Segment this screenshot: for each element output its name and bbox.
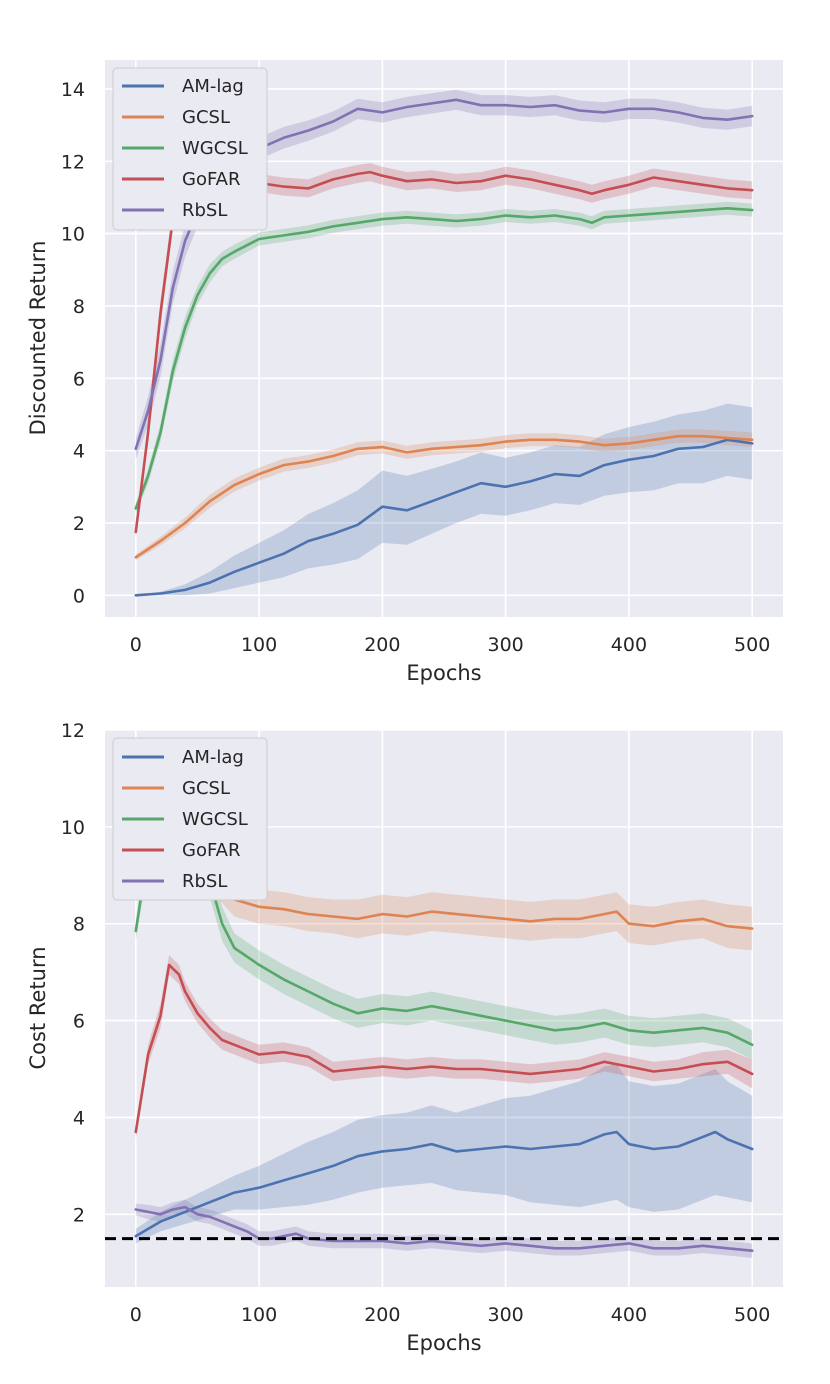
legend-frame xyxy=(112,737,268,901)
y-tick-label: 2 xyxy=(73,1204,85,1226)
y-tick-label: 6 xyxy=(73,368,85,390)
legend-entry: GCSL xyxy=(122,778,230,799)
x-axis-label: Epochs xyxy=(406,1331,481,1355)
x-tick-label: 200 xyxy=(364,1304,400,1326)
y-tick-label: 10 xyxy=(61,224,85,246)
x-tick-label: 100 xyxy=(241,1304,277,1326)
y-tick-label: 12 xyxy=(61,151,85,173)
legend-entry: WGCSL xyxy=(122,138,248,159)
x-tick-labels: 0 100 200 300 400 500 xyxy=(130,1304,771,1326)
y-tick-label: 6 xyxy=(73,1011,85,1033)
confidence-band-gofar xyxy=(135,955,753,1140)
legend-label: GoFAR xyxy=(182,169,240,190)
legend-entry: GoFAR xyxy=(122,840,240,861)
legend-label: WGCSL xyxy=(182,138,248,159)
y-tick-labels: 2 4 6 8 10 12 xyxy=(61,720,85,1226)
x-tick-labels: 0 100 200 300 400 500 xyxy=(130,634,771,656)
legend-entry: GCSL xyxy=(122,107,230,128)
confidence-band-am-lag xyxy=(135,1064,753,1244)
series-line-rbsl xyxy=(134,1205,754,1252)
y-tick-label: 4 xyxy=(73,441,85,463)
legend-entry: GoFAR xyxy=(122,169,240,190)
y-tick-label: 2 xyxy=(73,513,85,535)
x-tick-label: 200 xyxy=(364,634,400,656)
confidence-band-gcsl xyxy=(135,773,753,951)
y-tick-label: 8 xyxy=(73,914,85,936)
legend-entry: AM-lag xyxy=(122,76,244,97)
x-tick-label: 0 xyxy=(130,1304,142,1326)
series-line-am-lag xyxy=(134,1130,754,1238)
x-tick-label: 300 xyxy=(488,634,524,656)
series-line-wgcsl xyxy=(134,207,754,510)
y-axis-label: Discounted Return xyxy=(26,241,50,436)
legend-label: GCSL xyxy=(182,107,230,128)
chart-cost-return: 0 100 200 300 400 500 2 4 6 8 10 12 Epochs Cost Re… xyxy=(26,720,783,1355)
y-axis-label: Cost Return xyxy=(26,946,50,1069)
legend-label: AM-lag xyxy=(182,747,244,768)
chart-discounted-return: 0 100 200 300 400 500 0 2 4 6 8 10 12 14 Epochs Disc… xyxy=(26,60,783,685)
x-tick-label: 0 xyxy=(130,634,142,656)
x-axis-label: Epochs xyxy=(406,661,481,685)
legend-frame xyxy=(112,67,268,231)
legend-label: GCSL xyxy=(182,778,230,799)
y-tick-labels: 0 2 4 6 8 10 12 14 xyxy=(61,79,85,607)
x-tick-label: 500 xyxy=(734,1304,770,1326)
series-bands xyxy=(135,759,753,1258)
x-tick-label: 100 xyxy=(241,634,277,656)
y-tick-label: 14 xyxy=(61,79,85,101)
x-tick-label: 300 xyxy=(488,1304,524,1326)
legend-label: AM-lag xyxy=(182,76,244,97)
series-line-am-lag xyxy=(134,438,754,597)
legend-entry: RbSL xyxy=(122,871,227,892)
legend-entry: RbSL xyxy=(122,200,227,221)
y-tick-label: 10 xyxy=(61,817,85,839)
y-tick-label: 4 xyxy=(73,1107,85,1129)
confidence-band-am-lag xyxy=(135,403,753,596)
y-tick-label: 8 xyxy=(73,296,85,318)
legend-entry: WGCSL xyxy=(122,809,248,830)
legend: AM-lag GCSL WGCSL GoFAR RbSL xyxy=(112,67,268,231)
y-tick-label: 12 xyxy=(61,720,85,742)
x-tick-label: 400 xyxy=(611,1304,647,1326)
legend-label: WGCSL xyxy=(182,809,248,830)
y-tick-label: 0 xyxy=(73,585,85,607)
series-line-gofar xyxy=(134,963,754,1134)
series-bands xyxy=(135,89,753,596)
legend-label: RbSL xyxy=(182,871,227,892)
legend-label: GoFAR xyxy=(182,840,240,861)
confidence-band-gcsl xyxy=(135,429,753,561)
confidence-band-wgcsl xyxy=(135,759,753,1060)
x-tick-label: 500 xyxy=(734,634,770,656)
legend-label: RbSL xyxy=(182,200,227,221)
confidence-band-rbsl xyxy=(135,1199,753,1258)
series-line-gcsl xyxy=(134,434,754,559)
legend-entry: AM-lag xyxy=(122,747,244,768)
legend: AM-lag GCSL WGCSL GoFAR RbSL xyxy=(112,737,268,901)
x-tick-label: 400 xyxy=(611,634,647,656)
